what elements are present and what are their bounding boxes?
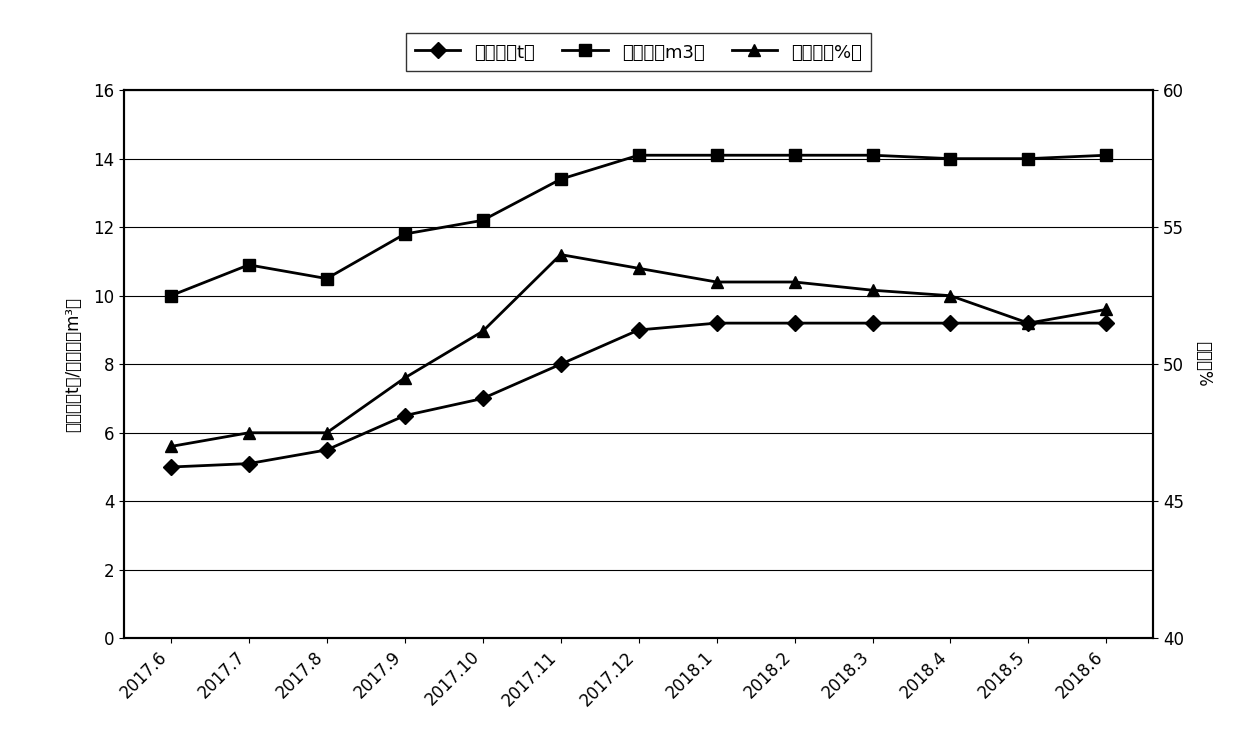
日产油（t） [553, 360, 568, 369]
日产油（t） [944, 318, 959, 327]
Line: 日产液（m3）: 日产液（m3） [165, 149, 1112, 301]
日产油（t） [866, 318, 880, 327]
含水率（%） [944, 291, 959, 300]
日产液（m3） [397, 230, 412, 239]
日产液（m3） [944, 154, 959, 163]
日产油（t） [319, 445, 334, 454]
日产液（m3） [787, 151, 802, 160]
日产油（t） [631, 325, 646, 334]
含水率（%） [866, 285, 880, 294]
日产液（m3） [164, 291, 179, 300]
Legend: 日产油（t）, 日产液（m3）, 含水率（%）: 日产油（t）, 日产液（m3）, 含水率（%） [405, 33, 872, 71]
日产液（m3） [553, 175, 568, 184]
日产液（m3） [631, 151, 646, 160]
日产液（m3） [319, 274, 334, 283]
含水率（%） [553, 250, 568, 259]
含水率（%） [242, 428, 257, 437]
含水率（%） [475, 327, 490, 336]
日产油（t） [475, 394, 490, 403]
日产油（t） [787, 318, 802, 327]
日产油（t） [397, 411, 412, 420]
日产油（t） [709, 318, 724, 327]
日产油（t） [1021, 318, 1035, 327]
日产液（m3） [242, 261, 257, 270]
含水率（%） [397, 373, 412, 382]
日产油（t） [1099, 318, 1114, 327]
含水率（%） [787, 277, 802, 286]
日产液（m3） [1021, 154, 1035, 163]
Y-axis label: 含水率%: 含水率% [1194, 342, 1211, 387]
日产油（t） [164, 463, 179, 472]
含水率（%） [319, 428, 334, 437]
日产油（t） [242, 459, 257, 468]
日产液（m3） [1099, 151, 1114, 160]
含水率（%） [164, 442, 179, 451]
含水率（%） [709, 277, 724, 286]
日产液（m3） [709, 151, 724, 160]
Line: 含水率（%）: 含水率（%） [165, 249, 1112, 453]
日产液（m3） [475, 216, 490, 225]
含水率（%） [1099, 305, 1114, 314]
含水率（%） [1021, 318, 1035, 327]
含水率（%） [631, 264, 646, 273]
Line: 日产油（t）: 日产油（t） [165, 318, 1112, 472]
Y-axis label: 日产油（t）/日产液（m³）: 日产油（t）/日产液（m³） [64, 297, 82, 432]
日产液（m3） [866, 151, 880, 160]
